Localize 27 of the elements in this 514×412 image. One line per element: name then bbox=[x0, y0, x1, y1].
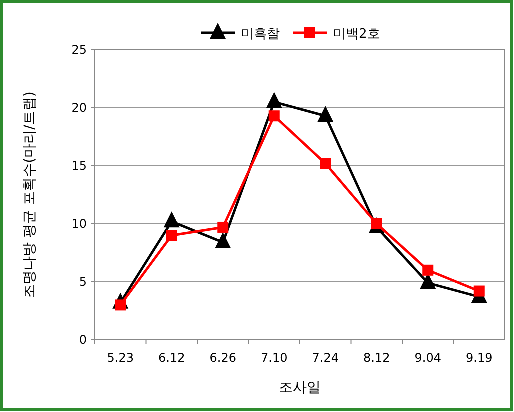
y-tick-label: 25 bbox=[72, 43, 87, 57]
x-tick-label: 7.10 bbox=[261, 351, 288, 365]
y-tick-label: 15 bbox=[72, 159, 87, 173]
y-tick-label: 10 bbox=[72, 217, 87, 231]
x-tick-label: 6.12 bbox=[158, 351, 186, 365]
y-axis-title: 조명나방 평균 포획수(마리/트랩) bbox=[22, 92, 38, 298]
legend-label: 미흑찰 bbox=[241, 27, 280, 42]
x-tick-label: 7.24 bbox=[312, 351, 339, 365]
point bbox=[166, 230, 178, 242]
y-tick-label: 5 bbox=[79, 275, 87, 289]
x-tick-label: 9.19 bbox=[466, 351, 493, 365]
x-tick-label: 8.12 bbox=[364, 351, 390, 365]
y-tick-label: 0 bbox=[79, 333, 87, 347]
x-axis-title: 조사일 bbox=[279, 380, 321, 396]
x-tick-label: 9.04 bbox=[414, 351, 442, 365]
x-tick-label: 5.23 bbox=[107, 351, 134, 365]
y-tick-label: 20 bbox=[72, 101, 87, 115]
x-tick-label: 6.26 bbox=[210, 351, 236, 365]
point bbox=[215, 232, 232, 249]
point bbox=[320, 158, 332, 170]
point bbox=[318, 106, 334, 122]
point bbox=[218, 222, 229, 233]
point bbox=[474, 286, 485, 297]
point bbox=[422, 264, 434, 276]
point bbox=[164, 212, 180, 228]
point bbox=[266, 92, 282, 108]
legend-label: 미백2호 bbox=[333, 27, 380, 42]
